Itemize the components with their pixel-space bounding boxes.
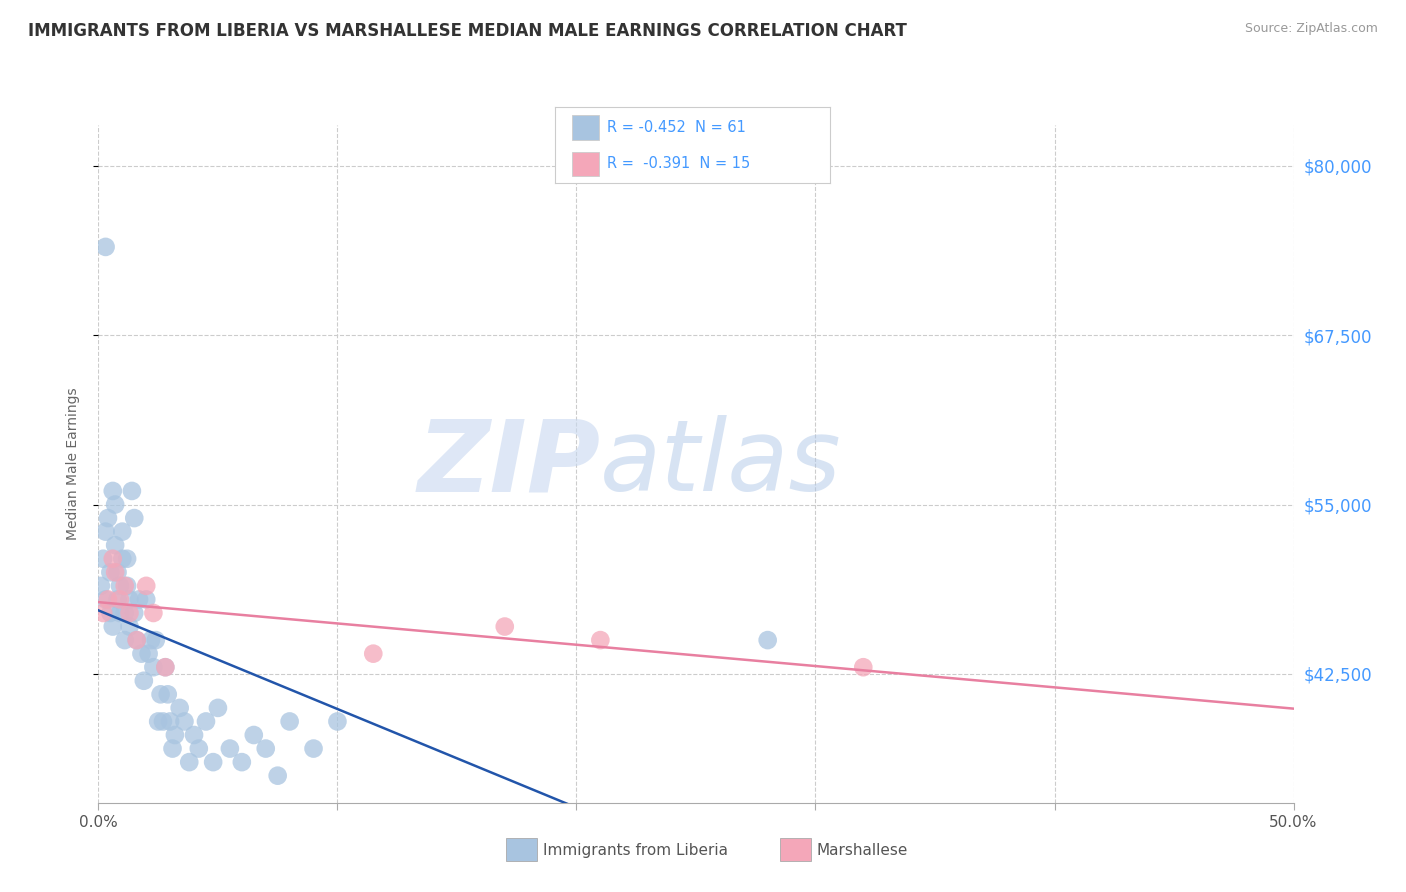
Point (173, 714, 195, 729)
Text: R = -0.452  N = 61: R = -0.452 N = 61 (607, 120, 747, 135)
Point (108, 606, 131, 620)
Point (194, 714, 218, 729)
Point (254, 741, 277, 756)
Bar (572, 152, 599, 176)
Point (155, 660, 177, 674)
Point (302, 741, 325, 756)
Point (135, 592, 157, 607)
Point (138, 647, 160, 661)
Point (145, 633, 167, 648)
Bar (572, 115, 599, 140)
Point (115, 579, 138, 593)
Point (169, 701, 191, 715)
Point (111, 551, 134, 566)
Point (149, 687, 172, 701)
Point (90, 579, 112, 593)
Point (118, 592, 141, 607)
Point (135, 579, 157, 593)
Point (183, 728, 205, 742)
Point (104, 498, 127, 512)
Point (91, 606, 114, 620)
Point (101, 551, 124, 566)
Point (142, 660, 165, 674)
Point (121, 483, 143, 498)
Point (267, 769, 290, 783)
Point (163, 728, 186, 742)
Text: IMMIGRANTS FROM LIBERIA VS MARSHALLESE MEDIAN MALE EARNINGS CORRELATION CHART: IMMIGRANTS FROM LIBERIA VS MARSHALLESE M… (28, 22, 907, 40)
Point (115, 551, 138, 566)
Point (107, 566, 129, 580)
Point (104, 538, 127, 552)
Point (231, 755, 253, 769)
Point (97, 511, 120, 525)
Point (128, 592, 150, 607)
Point (142, 606, 165, 620)
Point (124, 606, 146, 620)
Point (125, 633, 148, 648)
Point (243, 728, 266, 742)
Point (94, 240, 117, 254)
Point (139, 633, 162, 648)
Point (104, 566, 127, 580)
Point (98, 566, 122, 580)
Point (114, 579, 136, 593)
Point (101, 483, 124, 498)
Point (159, 714, 181, 729)
Point (101, 619, 124, 633)
Point (118, 606, 141, 620)
Point (94, 592, 117, 607)
Text: atlas: atlas (600, 416, 842, 512)
Point (91, 551, 114, 566)
Text: Source: ZipAtlas.com: Source: ZipAtlas.com (1244, 22, 1378, 36)
Point (756, 633, 779, 648)
Point (111, 524, 134, 539)
Point (108, 579, 131, 593)
Point (494, 619, 516, 633)
Point (278, 714, 301, 729)
Point (94, 524, 117, 539)
Point (207, 701, 229, 715)
Point (156, 687, 179, 701)
Point (219, 741, 242, 756)
Point (124, 511, 146, 525)
Point (114, 633, 136, 648)
Point (202, 755, 225, 769)
Point (98, 606, 122, 620)
Point (148, 714, 170, 729)
Point (162, 741, 184, 756)
Point (152, 714, 174, 729)
Point (852, 660, 875, 674)
Y-axis label: Median Male Earnings: Median Male Earnings (66, 387, 80, 541)
Point (132, 673, 155, 688)
Text: ZIP: ZIP (418, 416, 600, 512)
Point (107, 592, 129, 607)
Point (363, 647, 385, 661)
Point (187, 741, 209, 756)
Point (125, 633, 148, 648)
Point (97, 592, 120, 607)
Point (114, 606, 136, 620)
Text: Immigrants from Liberia: Immigrants from Liberia (543, 843, 728, 857)
Point (179, 755, 201, 769)
Point (326, 714, 349, 729)
Point (131, 647, 153, 661)
Text: R =  -0.391  N = 15: R = -0.391 N = 15 (607, 156, 751, 171)
Point (589, 633, 612, 648)
Point (118, 619, 141, 633)
Point (108, 592, 131, 607)
Point (155, 660, 177, 674)
Text: Marshallese: Marshallese (817, 843, 908, 857)
